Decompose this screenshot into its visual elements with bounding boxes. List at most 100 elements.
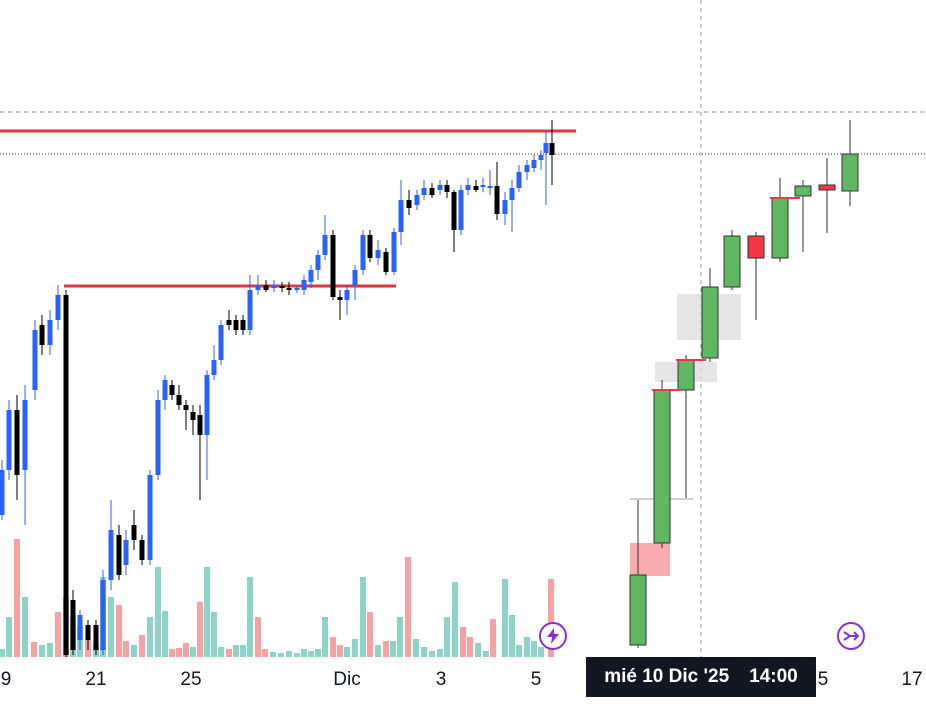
volume-bar <box>39 645 45 657</box>
volume-bar <box>405 557 411 657</box>
candle-body <box>391 232 397 272</box>
candle-body <box>93 625 99 650</box>
lightning-button[interactable] <box>539 622 567 650</box>
candle-body <box>549 143 555 155</box>
candle-body <box>406 200 412 208</box>
candle-body <box>398 200 404 232</box>
candle-body <box>322 235 328 255</box>
candle-body <box>494 186 500 214</box>
candle-body <box>123 540 129 565</box>
volume-bar <box>337 645 343 657</box>
volume-bar <box>240 645 246 657</box>
candle-body <box>211 360 217 375</box>
volume-bar <box>278 653 284 657</box>
volume-bar <box>524 637 530 657</box>
candle-body <box>32 330 38 390</box>
volume-bar <box>197 602 203 657</box>
time-tick-label: 3 <box>435 669 447 690</box>
volume-bar <box>183 643 189 657</box>
volume-bar <box>375 645 381 657</box>
candle-body <box>429 188 435 195</box>
crosshair-time-label: mié 10 Dic '25 14:00 <box>586 657 816 697</box>
candle-body <box>538 155 544 160</box>
volume-bar <box>22 597 28 657</box>
volume-bar <box>397 617 403 657</box>
candles-intraday <box>0 120 555 660</box>
daily-candle-body <box>747 235 765 259</box>
daily-candle-body <box>841 153 859 192</box>
candle-body <box>176 395 182 405</box>
candle-body <box>162 380 168 400</box>
volume-bar <box>147 617 153 657</box>
candle-body <box>301 280 307 290</box>
time-tick-label: 21 <box>85 669 107 690</box>
candle-body <box>197 415 203 435</box>
candle-body <box>116 535 122 575</box>
crosshair-date: mié 10 Dic '25 <box>604 666 730 687</box>
candle-body <box>421 188 427 195</box>
volume-bar <box>548 579 554 657</box>
candle-body <box>22 400 28 470</box>
volume-bar <box>538 647 544 657</box>
candle-body <box>218 325 224 360</box>
volume-bar <box>204 567 210 657</box>
volume-bar <box>413 639 419 657</box>
volume-bar <box>330 637 336 657</box>
time-tick-label: 5 <box>530 669 542 690</box>
crosshair-hour: 14:00 <box>749 666 798 687</box>
volume-bar <box>531 641 537 657</box>
candle-body <box>543 143 549 153</box>
volume-bar <box>286 651 292 657</box>
volume-bar <box>502 579 508 657</box>
candle-body <box>139 540 145 560</box>
volume-bar <box>315 649 321 657</box>
candle-body <box>14 410 20 475</box>
candle-body <box>315 255 321 270</box>
time-axis[interactable]: 9 21 25 Dic 3 5 5 17 <box>0 657 926 705</box>
candle-body <box>279 286 285 288</box>
volume-bar <box>367 612 373 657</box>
daily-candle-body <box>723 235 741 288</box>
candle-body <box>458 190 464 230</box>
volume-bar <box>262 649 268 657</box>
volume-bar <box>301 649 307 657</box>
volume-bar <box>155 567 161 657</box>
candle-body <box>509 188 515 200</box>
volume-bar <box>352 639 358 657</box>
candle-body <box>516 172 522 188</box>
volume-bar <box>47 643 53 657</box>
candle-body <box>204 375 210 435</box>
candle-body <box>6 410 12 470</box>
go-to-realtime-button[interactable] <box>837 622 865 650</box>
volume-bar <box>14 539 20 657</box>
candle-body <box>247 290 253 330</box>
daily-candle-body <box>677 359 695 391</box>
volume-bar <box>429 651 435 657</box>
daily-candle-body <box>794 185 812 197</box>
candle-body <box>169 385 175 395</box>
volume-bar <box>247 577 253 657</box>
volume-bar <box>123 641 129 657</box>
candles-daily <box>629 120 859 648</box>
candle-body <box>344 290 350 300</box>
volume-bar <box>437 649 443 657</box>
zone-box-pink[interactable] <box>630 543 670 576</box>
volume-bar <box>490 619 496 657</box>
candle-body <box>263 285 269 290</box>
volume-bar <box>383 641 389 657</box>
candle-body <box>77 615 83 640</box>
price-chart[interactable] <box>0 0 926 660</box>
candle-body <box>240 320 246 330</box>
volume-bar <box>169 649 175 657</box>
candle-body <box>183 405 189 410</box>
candle-body <box>437 185 443 190</box>
volume-bar <box>162 611 168 657</box>
volume-bar <box>516 645 522 657</box>
volume-bar <box>233 645 239 657</box>
candle-body <box>70 600 76 650</box>
candle-body <box>465 185 471 190</box>
candle-body <box>271 285 277 288</box>
volume-bar <box>139 635 145 657</box>
candle-body <box>308 270 314 282</box>
